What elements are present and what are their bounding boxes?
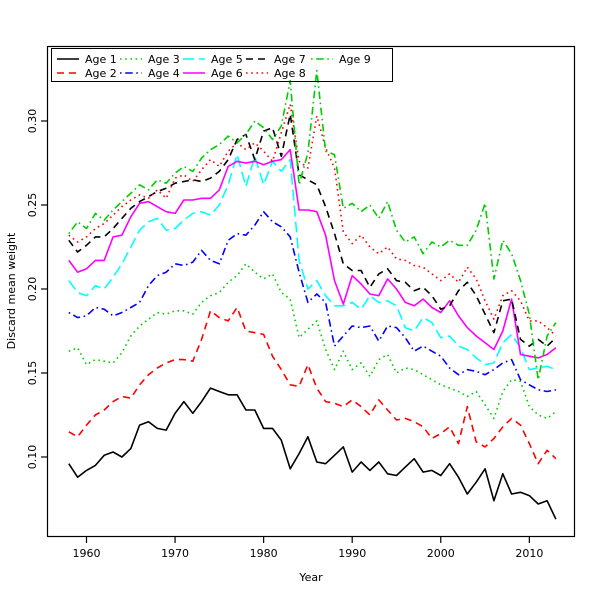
legend-label-age-6: Age 6 xyxy=(211,67,243,80)
x-axis-tick-label: 1960 xyxy=(72,547,100,560)
x-axis-tick-label: 1980 xyxy=(250,547,278,560)
series-line-age-5 xyxy=(68,153,557,371)
series-lines xyxy=(68,69,557,520)
y-axis-tick-label: 0.30 xyxy=(26,109,39,134)
legend-label-age-7: Age 7 xyxy=(274,53,306,66)
y-axis-label: Discard mean weight xyxy=(5,232,18,349)
series-line-age-7 xyxy=(68,113,557,347)
legend-label-age-4: Age 4 xyxy=(148,67,180,80)
axes-ticks: 1960 1970 1980 1990 2000 2010 0.10 0.15 0.20 0.25… xyxy=(26,109,543,560)
legend-label-age-9: Age 9 xyxy=(339,53,371,66)
series-line-age-2 xyxy=(68,306,557,465)
series-line-age-8 xyxy=(68,103,557,337)
legend-box xyxy=(51,48,393,82)
x-axis-tick-label: 1990 xyxy=(338,547,366,560)
plot-border xyxy=(46,45,576,538)
x-axis-tick-label: 2000 xyxy=(427,547,455,560)
y-axis-tick-label: 0.20 xyxy=(26,277,39,302)
x-axis-label: Year xyxy=(298,571,323,584)
series-line-age-4 xyxy=(68,210,557,393)
y-axis-tick-label: 0.15 xyxy=(26,361,39,386)
series-line-age-9 xyxy=(68,69,557,381)
x-axis-tick-label: 1970 xyxy=(161,547,189,560)
legend-label-age-1: Age 1 xyxy=(85,53,117,66)
series-line-age-6 xyxy=(68,148,557,359)
legend-label-age-2: Age 2 xyxy=(85,67,117,80)
x-axis-tick-label: 2010 xyxy=(515,547,543,560)
y-axis-tick-label: 0.25 xyxy=(26,193,39,218)
series-line-age-1 xyxy=(68,387,557,520)
legend-label-age-5: Age 5 xyxy=(211,53,243,66)
series-line-age-3 xyxy=(68,262,557,420)
legend-label-age-8: Age 8 xyxy=(274,67,306,80)
y-axis-tick-label: 0.10 xyxy=(26,445,39,470)
legend-label-age-3: Age 3 xyxy=(148,53,180,66)
